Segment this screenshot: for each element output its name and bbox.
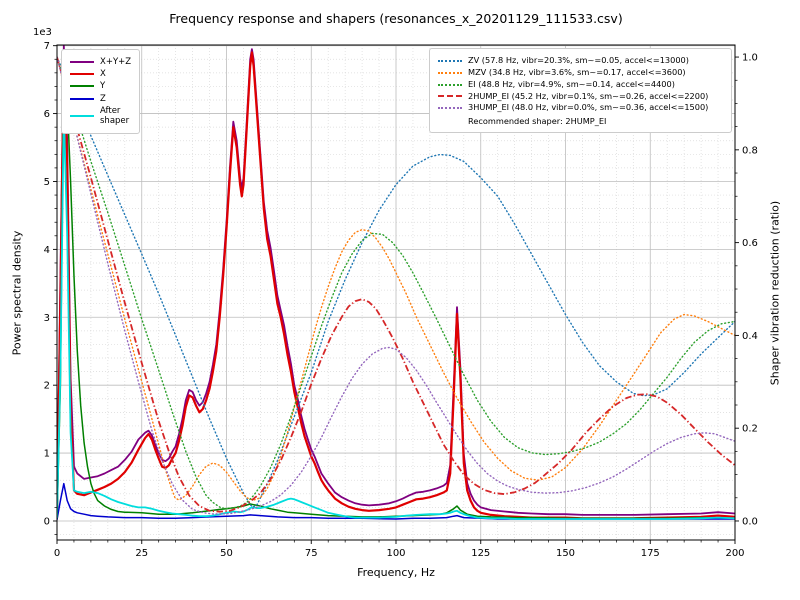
svg-text:7: 7	[44, 41, 50, 52]
svg-text:125: 125	[471, 548, 490, 559]
svg-text:0.4: 0.4	[742, 331, 758, 342]
legend-item-label: 3HUMP_EI (48.0 Hz, vibr=0.0%, sm~=0.36, …	[468, 102, 709, 113]
svg-text:1.0: 1.0	[742, 53, 758, 64]
svg-text:25: 25	[135, 548, 148, 559]
y-axis-scale-label: 1e3	[33, 27, 52, 38]
y-axis-label-right: Shaper vibration reduction (ratio)	[768, 200, 782, 386]
svg-text:50: 50	[220, 548, 233, 559]
svg-text:0.2: 0.2	[742, 424, 758, 435]
legend-item-label: Y	[100, 81, 106, 92]
svg-text:0.0: 0.0	[742, 516, 758, 527]
legend-item: After shaper	[70, 106, 131, 126]
legend-line-sample	[438, 95, 462, 98]
legend-line-sample	[70, 114, 94, 117]
legend-line-sample	[438, 83, 462, 86]
legend-item: ZV (57.8 Hz, vibr=20.3%, sm~=0.05, accel…	[438, 55, 723, 66]
svg-text:200: 200	[725, 548, 744, 559]
legend-item: EI (48.8 Hz, vibr=4.9%, sm~=0.14, accel<…	[438, 78, 723, 90]
legend-item: X	[70, 69, 131, 79]
legend-item-label: ZV (57.8 Hz, vibr=20.3%, sm~=0.05, accel…	[468, 55, 689, 65]
legend-item-label: X	[100, 69, 106, 80]
svg-text:175: 175	[641, 548, 660, 559]
legend-item-label: Z	[100, 93, 106, 104]
legend-line-sample	[70, 97, 94, 100]
legend-item: 2HUMP_EI (45.2 Hz, vibr=0.1%, sm~=0.26, …	[438, 90, 723, 102]
svg-text:3: 3	[44, 313, 50, 324]
legend-line-sample	[70, 85, 94, 88]
psd-legend: X+Y+Z X Y Z After shaper	[61, 49, 141, 135]
svg-text:1: 1	[44, 449, 50, 460]
svg-text:4: 4	[44, 245, 50, 256]
svg-text:5: 5	[44, 177, 50, 188]
legend-line-sample	[70, 61, 94, 64]
x-axis-label: Frequency, Hz	[357, 566, 435, 579]
y-axis-label-left: Power spectral density	[10, 230, 24, 356]
legend-item: MZV (34.8 Hz, vibr=3.6%, sm~=0.17, accel…	[438, 66, 723, 78]
legend-item-label: After shaper	[100, 105, 130, 126]
legend-item-label: EI (48.8 Hz, vibr=4.9%, sm~=0.14, accel<…	[468, 78, 675, 89]
legend-item: Y	[70, 81, 131, 91]
legend-item: 3HUMP_EI (48.0 Hz, vibr=0.0%, sm~=0.36, …	[438, 103, 723, 113]
legend-line-sample	[438, 107, 462, 110]
svg-text:150: 150	[556, 548, 575, 559]
svg-text:0: 0	[44, 516, 50, 527]
svg-text:0.6: 0.6	[742, 238, 758, 249]
legend-item: Z	[70, 94, 131, 104]
legend-line-sample	[438, 59, 462, 62]
svg-text:6: 6	[44, 109, 50, 120]
svg-text:2: 2	[44, 381, 50, 392]
legend-line-sample	[438, 71, 462, 74]
legend-line-sample	[70, 73, 94, 76]
chart-title: Frequency response and shapers (resonanc…	[169, 11, 623, 26]
recommended-shaper-note: Recommended shaper: 2HUMP_EI	[468, 116, 607, 127]
legend-item-label: 2HUMP_EI (45.2 Hz, vibr=0.1%, sm~=0.26, …	[468, 90, 709, 101]
legend-item-label: X+Y+Z	[100, 57, 132, 67]
legend-item: X+Y+Z	[70, 57, 131, 67]
svg-text:0: 0	[54, 548, 60, 559]
svg-text:100: 100	[386, 548, 405, 559]
svg-text:0.8: 0.8	[742, 145, 758, 156]
svg-text:75: 75	[305, 548, 318, 559]
legend-item-label: MZV (34.8 Hz, vibr=3.6%, sm~=0.17, accel…	[468, 66, 686, 77]
shapers-legend: ZV (57.8 Hz, vibr=20.3%, sm~=0.05, accel…	[429, 48, 732, 134]
